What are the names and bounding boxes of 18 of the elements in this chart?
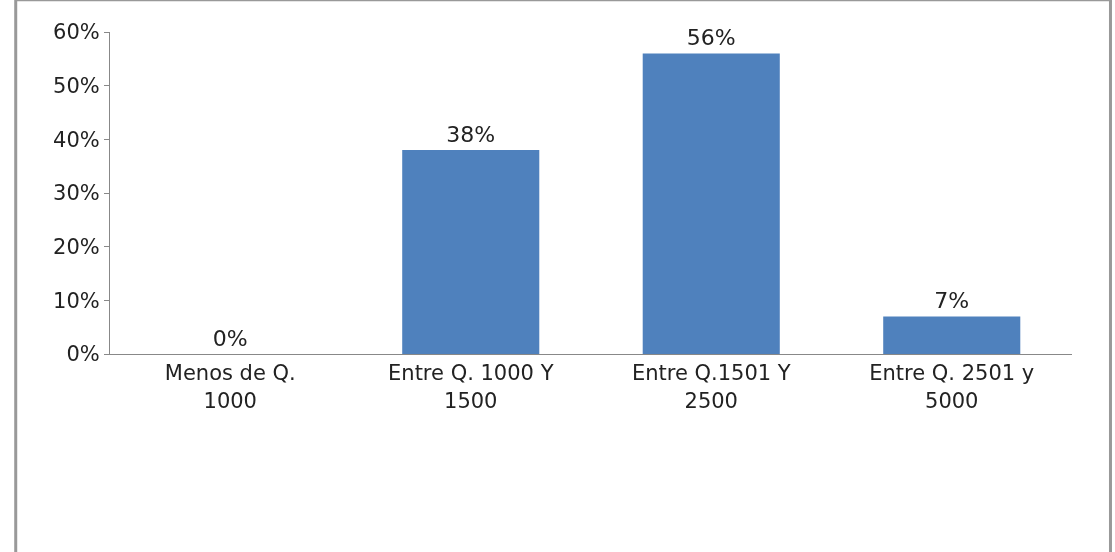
bar: [883, 316, 1021, 354]
x-tick-label: Entre Q. 1000 Y 1500: [388, 361, 554, 413]
data-label: 38%: [446, 122, 496, 148]
y-tick-label: 20%: [53, 235, 100, 260]
y-tick-label: 60%: [53, 20, 100, 45]
data-label: 56%: [686, 25, 736, 51]
data-label: 0%: [212, 326, 248, 351]
y-tick-label: 30%: [53, 181, 100, 206]
x-tick-label: Menos de Q. 1000: [164, 361, 296, 413]
x-tick-label: Entre Q. 2501 y 5000: [869, 361, 1035, 413]
x-tick-label: Entre Q.1501 Y 2500: [631, 361, 791, 413]
y-tick-label: 40%: [53, 127, 100, 152]
y-tick-label: 50%: [53, 74, 100, 99]
bar: [642, 53, 780, 354]
y-tick-label: 10%: [53, 288, 100, 313]
bar: [402, 150, 540, 354]
y-tick-label: 0%: [66, 342, 100, 367]
data-label: 7%: [934, 288, 970, 314]
